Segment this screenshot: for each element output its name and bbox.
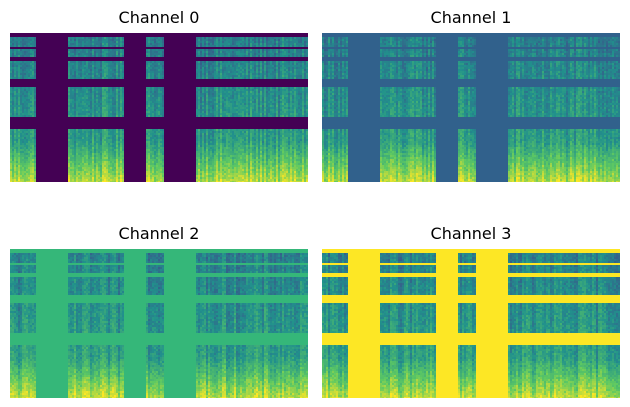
spectrogram-image: [10, 249, 308, 398]
spectrogram-image: [10, 33, 308, 182]
spectrogram-image: [322, 249, 620, 398]
spectrogram-texture: [322, 33, 620, 182]
panel-title: Channel 2: [10, 224, 308, 244]
spectrogram-texture: [10, 249, 308, 398]
spectrogram-texture: [322, 249, 620, 398]
panel-title: Channel 1: [322, 8, 620, 28]
spectrogram-image: [322, 33, 620, 182]
spectrogram-texture: [10, 33, 308, 182]
panel-title: Channel 3: [322, 224, 620, 244]
panel-title: Channel 0: [10, 8, 308, 28]
